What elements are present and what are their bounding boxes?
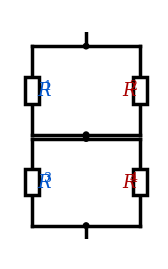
Circle shape [83, 44, 89, 49]
Circle shape [83, 132, 89, 137]
Text: 3: 3 [44, 172, 52, 185]
Text: R: R [122, 82, 136, 100]
Bar [133, 169, 147, 195]
Bar [133, 77, 147, 104]
Text: 4: 4 [129, 172, 137, 185]
Circle shape [83, 223, 89, 228]
Circle shape [83, 136, 89, 141]
Text: 1: 1 [44, 80, 52, 93]
Text: 2: 2 [129, 80, 137, 93]
Text: R: R [37, 174, 50, 192]
Text: R: R [37, 82, 50, 100]
Bar [25, 77, 39, 104]
Bar [25, 169, 39, 195]
Text: R: R [122, 174, 136, 192]
